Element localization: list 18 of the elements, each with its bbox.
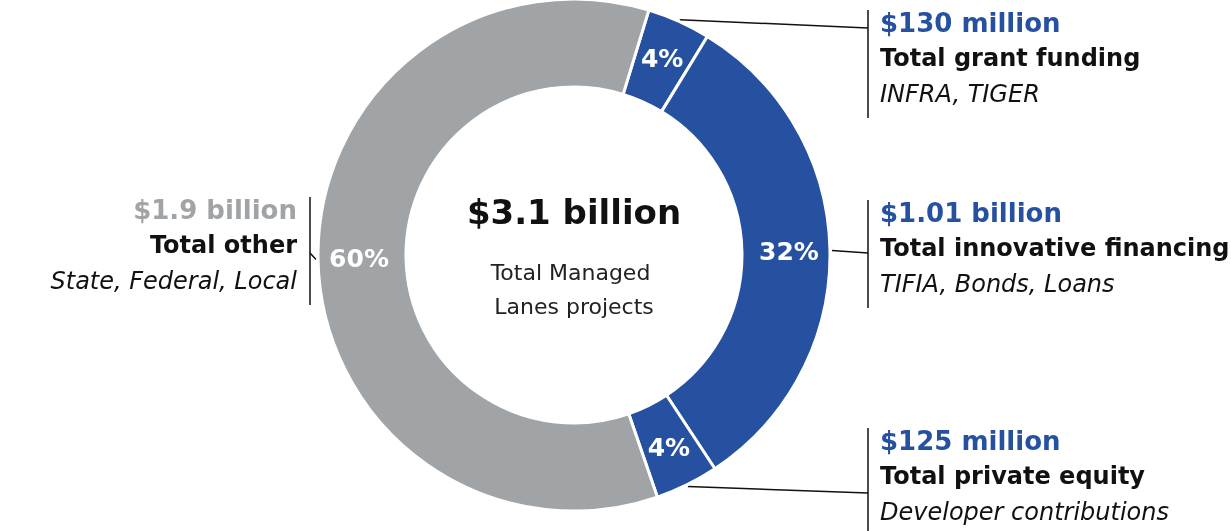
data-label: 32% — [759, 236, 819, 266]
text: $1.9 billion — [133, 195, 297, 225]
data-label: 4% — [647, 433, 691, 463]
text: $125 million — [880, 426, 1061, 456]
slice-label: Total innovative financing — [880, 234, 1230, 262]
text: INFRA, TIGER — [880, 80, 1040, 108]
text: TIFIA, Bonds, Loans — [880, 270, 1115, 298]
data-label: 60% — [329, 244, 389, 274]
text: $1.01 billion — [880, 198, 1062, 228]
text: $3.1 billion — [466, 192, 682, 232]
slice-label: Total private equity — [880, 462, 1146, 490]
text: Developer contributions — [880, 498, 1170, 526]
slice-label: Total other — [149, 231, 298, 259]
slice-label: Total grant funding — [880, 44, 1141, 72]
text: $130 million — [880, 8, 1061, 38]
text: Total Managed Lanes projects — [489, 259, 658, 319]
text: State, Federal, Local — [50, 267, 298, 295]
data-label: 4% — [640, 44, 684, 74]
